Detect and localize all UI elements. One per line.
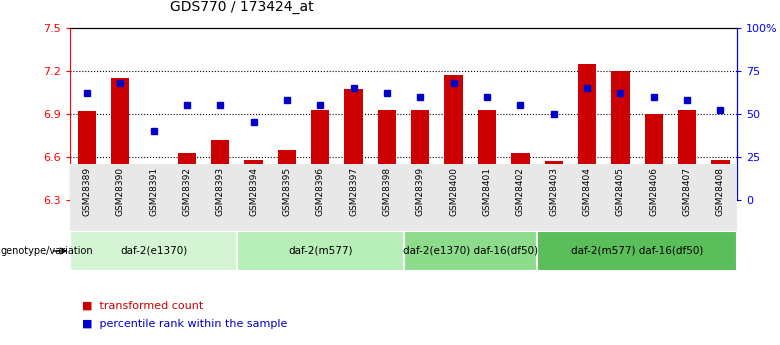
Bar xyxy=(278,150,296,200)
Text: GSM28398: GSM28398 xyxy=(382,167,392,216)
Text: GSM28393: GSM28393 xyxy=(216,167,225,216)
Bar xyxy=(678,109,697,200)
Bar xyxy=(403,231,537,271)
Bar xyxy=(244,160,263,200)
Text: GSM28390: GSM28390 xyxy=(115,167,125,216)
Text: daf-2(e1370) daf-16(df50): daf-2(e1370) daf-16(df50) xyxy=(402,246,538,256)
Bar xyxy=(544,161,563,200)
Text: GSM28408: GSM28408 xyxy=(716,167,725,216)
Text: GSM28395: GSM28395 xyxy=(282,167,292,216)
Bar xyxy=(144,167,163,200)
Text: GSM28401: GSM28401 xyxy=(483,167,491,216)
Text: GSM28392: GSM28392 xyxy=(183,167,191,216)
Text: GSM28405: GSM28405 xyxy=(616,167,625,216)
Bar xyxy=(70,231,237,271)
Text: GSM28397: GSM28397 xyxy=(349,167,358,216)
Bar xyxy=(378,109,396,200)
Text: GSM28402: GSM28402 xyxy=(516,167,525,216)
Bar xyxy=(711,160,729,200)
Text: GSM28406: GSM28406 xyxy=(649,167,658,216)
Bar xyxy=(78,111,96,200)
Text: GSM28404: GSM28404 xyxy=(583,167,591,216)
Text: daf-2(e1370): daf-2(e1370) xyxy=(120,246,187,256)
Text: ■  transformed count: ■ transformed count xyxy=(82,300,203,310)
Text: GSM28391: GSM28391 xyxy=(149,167,158,216)
Text: genotype/variation: genotype/variation xyxy=(1,246,94,256)
Text: GDS770 / 173424_at: GDS770 / 173424_at xyxy=(170,0,314,14)
Text: GSM28400: GSM28400 xyxy=(449,167,458,216)
Bar xyxy=(644,114,663,200)
Bar xyxy=(311,109,329,200)
Bar xyxy=(111,78,129,200)
Bar xyxy=(612,71,629,200)
Bar xyxy=(411,109,430,200)
Bar xyxy=(537,231,737,271)
Bar xyxy=(578,63,596,200)
Bar xyxy=(478,109,496,200)
Text: GSM28394: GSM28394 xyxy=(249,167,258,216)
Text: GSM28407: GSM28407 xyxy=(682,167,692,216)
Bar xyxy=(511,152,530,200)
Text: GSM28389: GSM28389 xyxy=(83,167,91,216)
Bar xyxy=(237,231,403,271)
Bar xyxy=(178,152,196,200)
Text: daf-2(m577) daf-16(df50): daf-2(m577) daf-16(df50) xyxy=(571,246,704,256)
Bar xyxy=(211,140,229,200)
Text: GSM28403: GSM28403 xyxy=(549,167,558,216)
Bar xyxy=(445,75,463,200)
Text: GSM28399: GSM28399 xyxy=(416,167,425,216)
Text: ■  percentile rank within the sample: ■ percentile rank within the sample xyxy=(82,319,287,329)
Text: daf-2(m577): daf-2(m577) xyxy=(288,246,353,256)
Text: GSM28396: GSM28396 xyxy=(316,167,324,216)
Bar xyxy=(345,89,363,200)
